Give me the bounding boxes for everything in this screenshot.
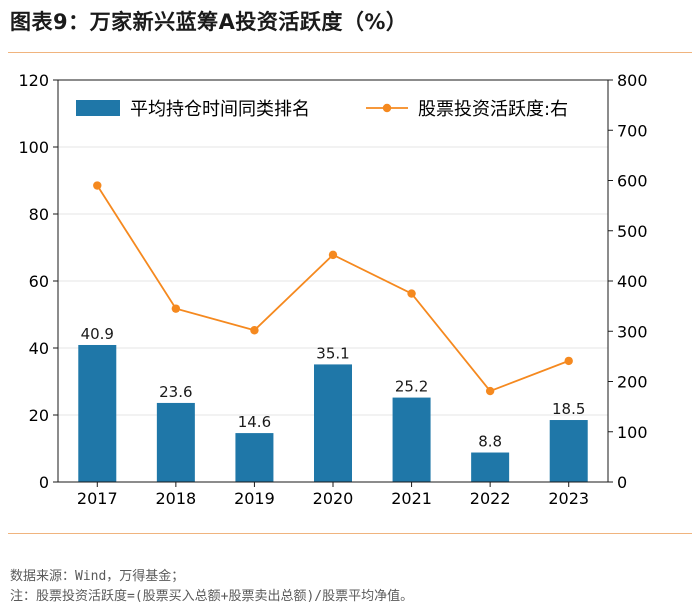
top-divider bbox=[8, 52, 692, 53]
right-tick-label: 400 bbox=[617, 272, 648, 291]
right-tick-label: 200 bbox=[617, 373, 648, 392]
bar-data-label: 14.6 bbox=[238, 413, 271, 431]
bar bbox=[392, 397, 431, 482]
line-series bbox=[93, 181, 573, 396]
x-tick-label: 2018 bbox=[155, 489, 196, 508]
x-tick-label: 2023 bbox=[548, 489, 589, 508]
source-note: 数据来源：Wind，万得基金； bbox=[10, 569, 185, 584]
right-tick-label: 300 bbox=[617, 322, 648, 341]
right-tick-label: 0 bbox=[617, 473, 627, 492]
line-point bbox=[171, 304, 181, 313]
bottom-divider bbox=[8, 533, 692, 534]
x-tick-label: 2021 bbox=[391, 489, 432, 508]
axes: 0 20 40 60 80 100 120 0 100 200 300 400 500 600 700 800… bbox=[18, 71, 647, 508]
right-tick-label: 100 bbox=[617, 423, 648, 442]
bar-data-labels: 40.9 23.6 14.6 35.1 25.2 8.8 18.5 bbox=[81, 325, 586, 451]
formula-note: 注：股票投资活跃度=(股票买入总额+股票卖出总额)/股票平均净值。 bbox=[10, 589, 414, 604]
bar bbox=[78, 344, 117, 482]
bar bbox=[156, 402, 195, 482]
line-point bbox=[564, 356, 573, 366]
left-tick-label: 100 bbox=[18, 138, 49, 157]
left-tick-label: 40 bbox=[29, 339, 49, 358]
legend-bar-swatch bbox=[76, 100, 120, 116]
left-tick-label: 120 bbox=[18, 71, 49, 90]
bar bbox=[235, 433, 274, 482]
line-point bbox=[93, 181, 102, 190]
bar-data-label: 23.6 bbox=[159, 383, 192, 401]
x-tick-label: 2020 bbox=[313, 489, 354, 508]
legend-bar-label: 平均持仓时间同类排名 bbox=[130, 99, 310, 120]
right-tick-label: 600 bbox=[617, 172, 648, 191]
chart-title: 图表9：万家新兴蓝筹A投资活跃度（%） bbox=[10, 10, 408, 34]
bar-data-label: 18.5 bbox=[552, 400, 585, 418]
legend-line-label: 股票投资活跃度:右 bbox=[418, 99, 568, 120]
bar-data-label: 40.9 bbox=[81, 325, 114, 343]
legend: 平均持仓时间同类排名 股票投资活跃度:右 bbox=[76, 99, 568, 120]
bar-data-label: 35.1 bbox=[316, 344, 349, 362]
bar-series bbox=[78, 344, 588, 482]
line-point bbox=[407, 289, 416, 298]
left-tick-label: 20 bbox=[29, 406, 49, 425]
x-tick-label: 2022 bbox=[470, 489, 511, 508]
left-tick-label: 80 bbox=[29, 205, 49, 224]
combo-chart: 40.9 23.6 14.6 35.1 25.2 8.8 18.5 0 20 40 60 80 100… bbox=[18, 71, 647, 508]
bar-data-label: 8.8 bbox=[478, 433, 502, 451]
legend-line-marker bbox=[382, 103, 392, 113]
line-point bbox=[328, 250, 338, 260]
bar bbox=[314, 364, 352, 482]
x-tick-label: 2017 bbox=[77, 489, 118, 508]
right-tick-label: 500 bbox=[617, 222, 648, 241]
bar bbox=[471, 452, 510, 482]
left-tick-label: 60 bbox=[29, 272, 49, 291]
bar-data-label: 25.2 bbox=[395, 378, 428, 396]
left-tick-label: 0 bbox=[39, 473, 49, 492]
line-point bbox=[250, 326, 259, 335]
x-tick-label: 2019 bbox=[234, 489, 275, 508]
line-point bbox=[485, 386, 495, 396]
right-tick-label: 800 bbox=[617, 71, 648, 90]
right-tick-label: 700 bbox=[617, 121, 648, 140]
bar bbox=[549, 420, 588, 482]
